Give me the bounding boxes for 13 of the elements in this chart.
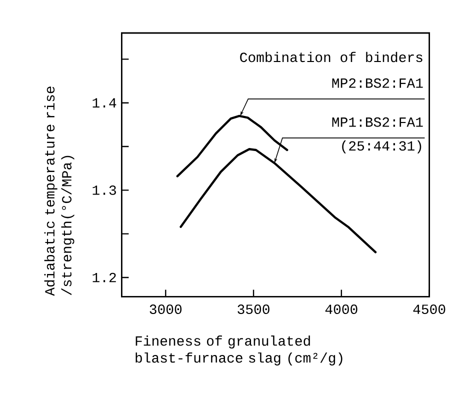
y-tick-label: 1.4 <box>92 98 116 108</box>
x-tick-label: 4500 <box>413 304 446 314</box>
x-tick-label: 3500 <box>238 304 270 314</box>
annotation: Combination of binders <box>240 52 422 62</box>
y-axis-title: Adiabatic temperature rise /strength(°C/MPa) <box>44 86 74 296</box>
annotation: MP1:BS2:FA1 <box>332 117 423 127</box>
x-tick-label: 4000 <box>325 304 358 314</box>
y-tick-label: 1.3 <box>92 185 116 195</box>
x-axis-title: Fineness of granulated blast-furnace slag (cm²/g) <box>136 336 342 366</box>
annotation: (25:44:31) <box>342 140 422 154</box>
x-tick-label: 3000 <box>150 304 182 314</box>
annotation: MP2:BS2:FA1 <box>332 78 423 88</box>
y-tick-label: 1.2 <box>92 272 116 282</box>
